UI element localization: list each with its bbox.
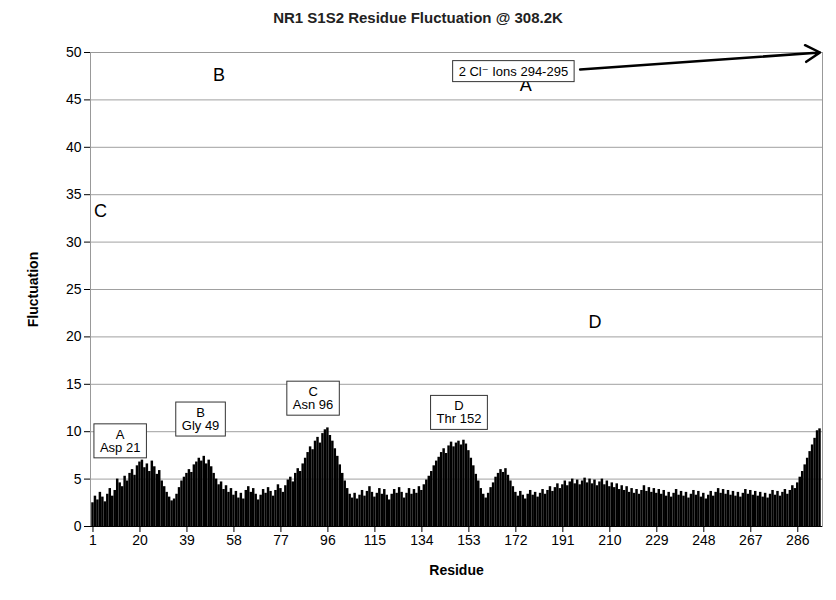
svg-text:210: 210 <box>598 532 622 548</box>
svg-text:153: 153 <box>457 532 481 548</box>
svg-text:C: C <box>94 201 107 221</box>
svg-text:45: 45 <box>66 91 82 107</box>
svg-text:15: 15 <box>66 376 82 392</box>
svg-text:20: 20 <box>132 532 148 548</box>
svg-text:134: 134 <box>410 532 434 548</box>
svg-text:115: 115 <box>364 532 387 548</box>
svg-text:DThr 152: DThr 152 <box>437 398 482 426</box>
svg-text:1: 1 <box>89 532 97 548</box>
svg-text:5: 5 <box>74 471 82 487</box>
svg-text:BGly 49: BGly 49 <box>182 405 220 433</box>
svg-text:40: 40 <box>66 139 82 155</box>
svg-text:10: 10 <box>66 423 82 439</box>
svg-text:2 Cl⁻ Ions 294-295: 2 Cl⁻ Ions 294-295 <box>459 64 568 79</box>
svg-text:58: 58 <box>226 532 242 548</box>
svg-text:50: 50 <box>66 44 82 60</box>
html-text:NR1 S1S2 Residue Fluctuation @: NR1 S1S2 Residue Fluctuation @ 308.2K <box>273 9 563 26</box>
svg-text:286: 286 <box>786 532 810 548</box>
svg-text:D: D <box>588 312 601 332</box>
svg-text:35: 35 <box>66 186 82 202</box>
svg-text:77: 77 <box>273 532 289 548</box>
svg-text:267: 267 <box>739 532 763 548</box>
svg-text:20: 20 <box>66 328 82 344</box>
svg-text:0: 0 <box>74 518 82 534</box>
svg-text:Fluctuation: Fluctuation <box>25 252 41 327</box>
svg-text:96: 96 <box>320 532 336 548</box>
svg-text:172: 172 <box>504 532 528 548</box>
svg-text:CAsn 96: CAsn 96 <box>293 384 333 412</box>
svg-text:B: B <box>213 65 225 85</box>
svg-text:30: 30 <box>66 234 82 250</box>
svg-text:191: 191 <box>551 532 575 548</box>
svg-text:25: 25 <box>66 281 82 297</box>
svg-text:248: 248 <box>692 532 716 548</box>
svg-text:A: A <box>519 75 532 96</box>
svg-text:Residue: Residue <box>429 562 484 578</box>
svg-text:229: 229 <box>645 532 669 548</box>
svg-text:AAsp 21: AAsp 21 <box>100 427 140 455</box>
svg-text:39: 39 <box>179 532 195 548</box>
